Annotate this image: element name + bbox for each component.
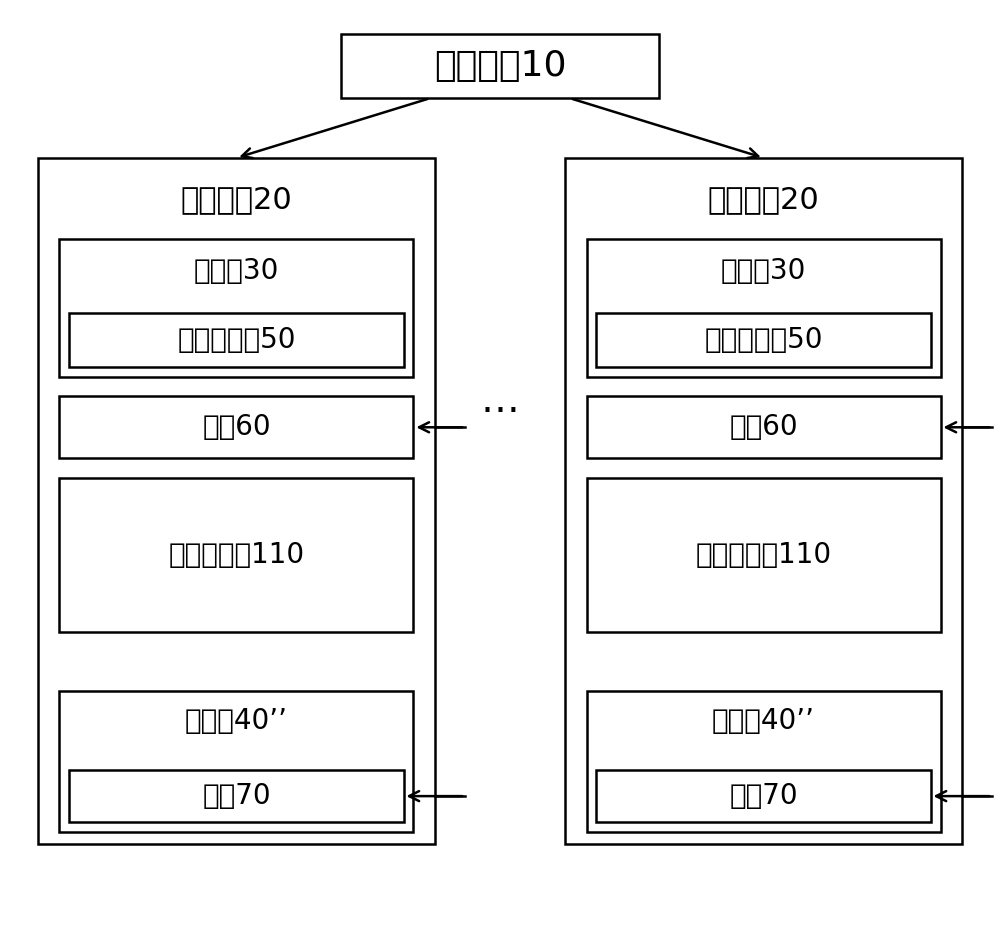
Bar bbox=[565, 158, 962, 844]
Text: 控制终端10: 控制终端10 bbox=[434, 49, 566, 83]
Text: 土壤传感唀50: 土壤传感唀50 bbox=[177, 326, 296, 354]
Bar bbox=[38, 158, 435, 844]
Bar bbox=[587, 478, 941, 632]
Text: 土壤传感唀50: 土壤传感唀50 bbox=[704, 326, 823, 354]
Bar bbox=[587, 240, 941, 377]
Text: 种植区30: 种植区30 bbox=[721, 257, 806, 285]
Text: 导的60: 导的60 bbox=[202, 414, 271, 441]
Text: 智能花符20: 智能花符20 bbox=[708, 185, 819, 214]
Text: 储水区40’’: 储水区40’’ bbox=[712, 707, 815, 734]
Text: 种植区30: 种植区30 bbox=[194, 257, 279, 285]
Text: 导的60: 导的60 bbox=[729, 414, 798, 441]
Bar bbox=[587, 690, 941, 832]
Bar bbox=[69, 313, 404, 367]
Text: 污水处理器110: 污水处理器110 bbox=[695, 541, 832, 569]
Text: 水憈70: 水憈70 bbox=[729, 782, 798, 810]
Bar bbox=[341, 33, 659, 98]
Text: 水憈70: 水憈70 bbox=[202, 782, 271, 810]
Text: 储水区40’’: 储水区40’’ bbox=[185, 707, 288, 734]
Bar bbox=[59, 690, 413, 832]
Bar bbox=[596, 770, 931, 822]
Bar bbox=[587, 397, 941, 458]
Text: 智能花符20: 智能花符20 bbox=[181, 185, 292, 214]
Bar bbox=[59, 240, 413, 377]
Bar bbox=[596, 313, 931, 367]
Text: …: … bbox=[481, 382, 519, 420]
Bar bbox=[59, 478, 413, 632]
Bar bbox=[59, 397, 413, 458]
Text: 污水处理器110: 污水处理器110 bbox=[168, 541, 305, 569]
Bar bbox=[69, 770, 404, 822]
